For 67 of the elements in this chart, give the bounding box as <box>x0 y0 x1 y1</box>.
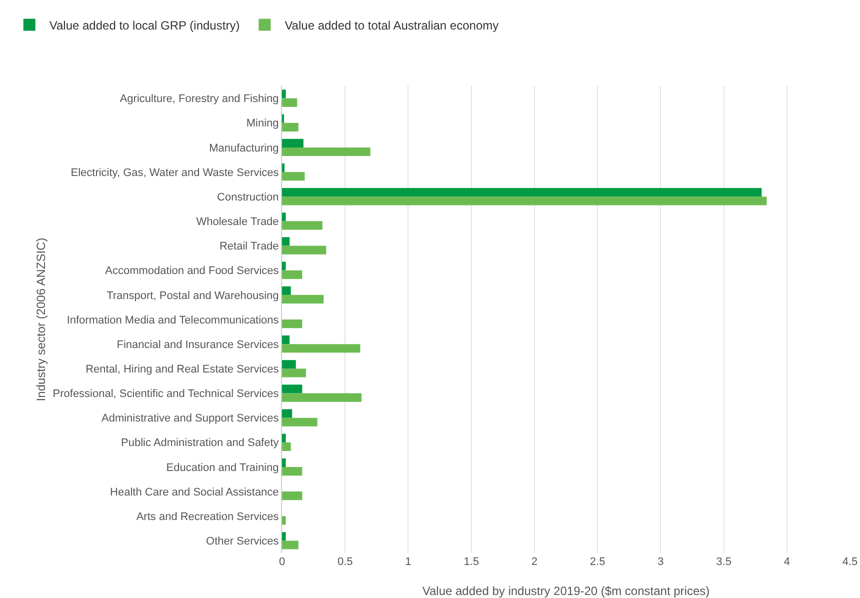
bar <box>282 262 286 270</box>
bar <box>282 122 298 132</box>
bar <box>282 532 286 541</box>
y-tick-label: Financial and Insurance Services <box>116 338 280 351</box>
y-tick-label: Construction <box>217 191 279 204</box>
y-tick-label: Agriculture, Forestry and Fishing <box>120 93 279 106</box>
bar <box>282 246 326 254</box>
bar <box>282 335 290 344</box>
bar <box>282 172 305 181</box>
x-tick-label: 0.5 <box>337 556 353 568</box>
bar <box>282 360 296 369</box>
bar <box>282 540 298 550</box>
legend-label: Value added to total Australian economy <box>284 18 499 32</box>
y-tick-label: Retail Trade <box>219 240 279 253</box>
bar <box>282 237 290 246</box>
bar <box>282 221 322 230</box>
x-tick-label: 2.5 <box>590 556 606 568</box>
y-tick-label: Administrative and Support Services <box>101 412 280 425</box>
bar <box>282 393 362 402</box>
bar <box>282 270 302 279</box>
bar <box>282 344 360 353</box>
y-tick-label: Accommodation and Food Services <box>105 265 280 278</box>
y-tick-label: Education and Training <box>166 462 279 474</box>
y-axis-title: Industry sector (2006 ANZSIC) <box>34 238 48 402</box>
bar <box>282 138 304 148</box>
y-tick-label: Transport, Postal and Warehousing <box>106 290 279 302</box>
y-tick-label: Rental, Hiring and Real Estate Services <box>86 364 280 376</box>
bar <box>282 434 286 442</box>
x-tick-label: 1 <box>405 556 412 568</box>
x-tick-label: 3 <box>658 556 664 568</box>
bar <box>282 196 767 206</box>
y-tick-label: Arts and Recreation Services <box>136 510 280 523</box>
bar <box>282 294 324 304</box>
x-tick-label: 0 <box>278 556 286 568</box>
y-tick-label: Professional, Scientific and Technical Services <box>52 388 280 400</box>
x-tick-label: 4 <box>784 556 790 568</box>
bar <box>282 458 286 467</box>
bar <box>282 442 291 451</box>
bar <box>282 147 370 156</box>
y-tick-label: Other Services <box>206 536 280 548</box>
bar <box>282 98 298 107</box>
legend-label: Value added to local GRP (industry) <box>49 18 240 32</box>
bar <box>282 384 302 394</box>
bar <box>282 163 285 172</box>
bar <box>282 90 286 98</box>
y-tick-label: Mining <box>246 118 279 130</box>
x-tick-label: 4.5 <box>842 556 858 568</box>
bar <box>282 516 286 525</box>
bar <box>282 212 286 222</box>
bar <box>282 492 302 500</box>
bar <box>282 409 292 418</box>
y-tick-label: Health Care and Social Assistance <box>110 486 279 498</box>
x-axis-title: Value added by industry 2019-20 ($m constant prices) <box>422 584 710 598</box>
y-tick-label: Information Media and Telecommunications <box>66 314 280 326</box>
bar <box>282 368 306 378</box>
y-tick-label: Wholesale Trade <box>196 216 279 228</box>
y-tick-label: Manufacturing <box>209 142 279 154</box>
x-tick-label: 3.5 <box>716 556 732 568</box>
bar <box>282 188 762 197</box>
bar <box>282 418 318 426</box>
x-tick-label: 2 <box>531 556 538 568</box>
bar <box>282 466 302 476</box>
bar <box>282 286 291 295</box>
y-tick-label: Electricity, Gas, Water and Waste Services <box>70 166 280 179</box>
bar <box>282 320 302 328</box>
x-tick-label: 1.5 <box>464 556 479 568</box>
y-tick-label: Public Administration and Safety <box>121 437 280 450</box>
